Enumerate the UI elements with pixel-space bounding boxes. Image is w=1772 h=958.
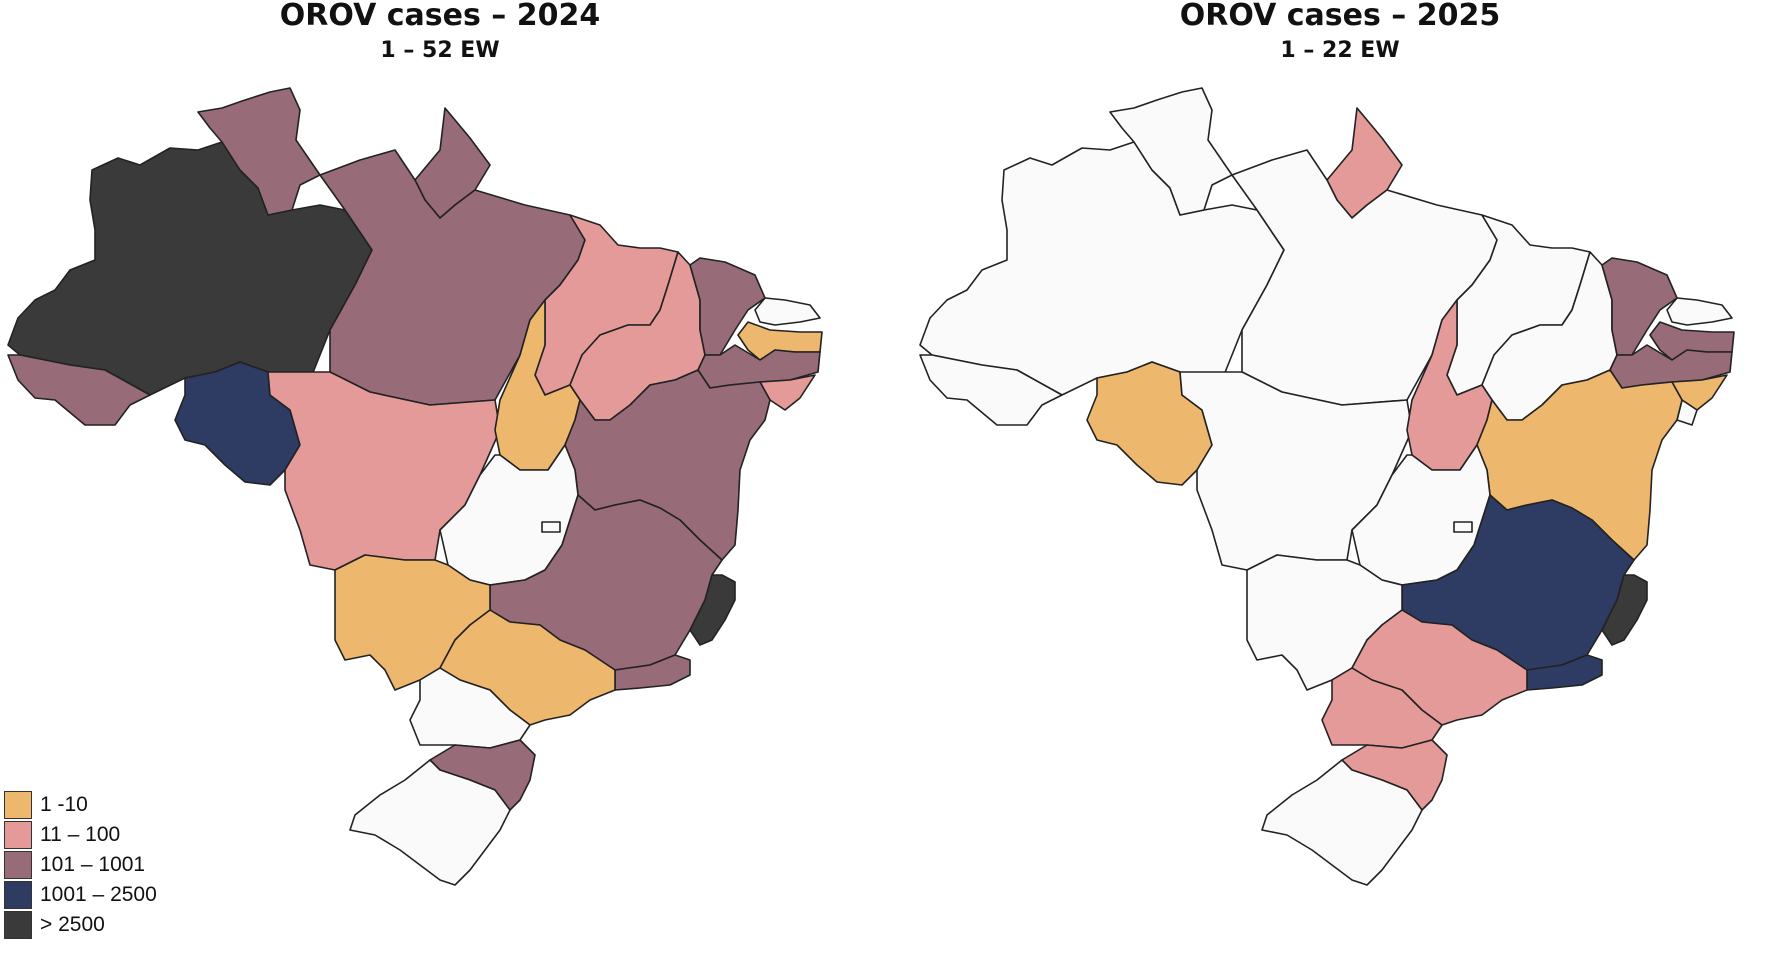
state-rn-2025	[1666, 297, 1733, 326]
legend-label: > 2500	[40, 913, 105, 936]
map-2025-title: OROV cases – 2025	[1179, 0, 1501, 33]
legend-swatch	[4, 911, 32, 939]
legend-swatch	[4, 791, 32, 819]
map-2025-states	[919, 87, 1735, 886]
legend-item: 1 -10	[4, 790, 157, 820]
legend-label: 11 – 100	[40, 823, 121, 846]
state-rj-2025	[1526, 654, 1603, 691]
legend-item: > 2500	[4, 910, 157, 940]
state-ceara-2025	[1601, 257, 1678, 356]
state-roraima-2025	[1109, 87, 1233, 216]
legend-swatch	[4, 881, 32, 909]
state-rj-2024	[614, 654, 691, 691]
state-sp-2025	[1351, 609, 1528, 726]
state-ceara-2024	[689, 257, 766, 356]
legend-label: 1 -10	[40, 793, 88, 816]
map-2024-subtitle: 1 – 52 EW	[380, 38, 500, 63]
state-acre-2025	[919, 354, 1063, 426]
state-es-2025	[1601, 574, 1648, 646]
state-sp-2024	[439, 609, 616, 726]
legend-item: 101 – 1001	[4, 850, 157, 880]
state-df-2025	[1453, 521, 1473, 533]
state-rn-2024	[754, 297, 821, 326]
legend-swatch	[4, 851, 32, 879]
legend-label: 1001 – 2500	[40, 883, 157, 906]
state-rs-2025	[1261, 759, 1423, 886]
map-2025-subtitle: 1 – 22 EW	[1280, 38, 1400, 63]
legend-item: 1001 – 2500	[4, 880, 157, 910]
state-rs-2024	[349, 759, 511, 886]
state-amazonas-2025	[919, 141, 1285, 396]
map-2024-states	[7, 87, 823, 886]
state-amazonas-2024	[7, 141, 373, 396]
state-df-2024	[541, 521, 561, 533]
legend: 1 -10 11 – 100 101 – 1001 1001 – 2500 > 2500	[4, 790, 157, 940]
state-es-2024	[689, 574, 736, 646]
legend-item: 11 – 100	[4, 820, 157, 850]
legend-swatch	[4, 821, 32, 849]
state-acre-2024	[7, 354, 151, 426]
state-roraima-2024	[197, 87, 321, 216]
legend-label: 101 – 1001	[40, 853, 146, 876]
map-2024-title: OROV cases – 2024	[279, 0, 601, 33]
